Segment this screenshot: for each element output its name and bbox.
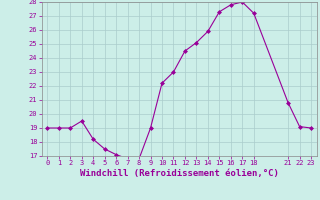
X-axis label: Windchill (Refroidissement éolien,°C): Windchill (Refroidissement éolien,°C) <box>80 169 279 178</box>
